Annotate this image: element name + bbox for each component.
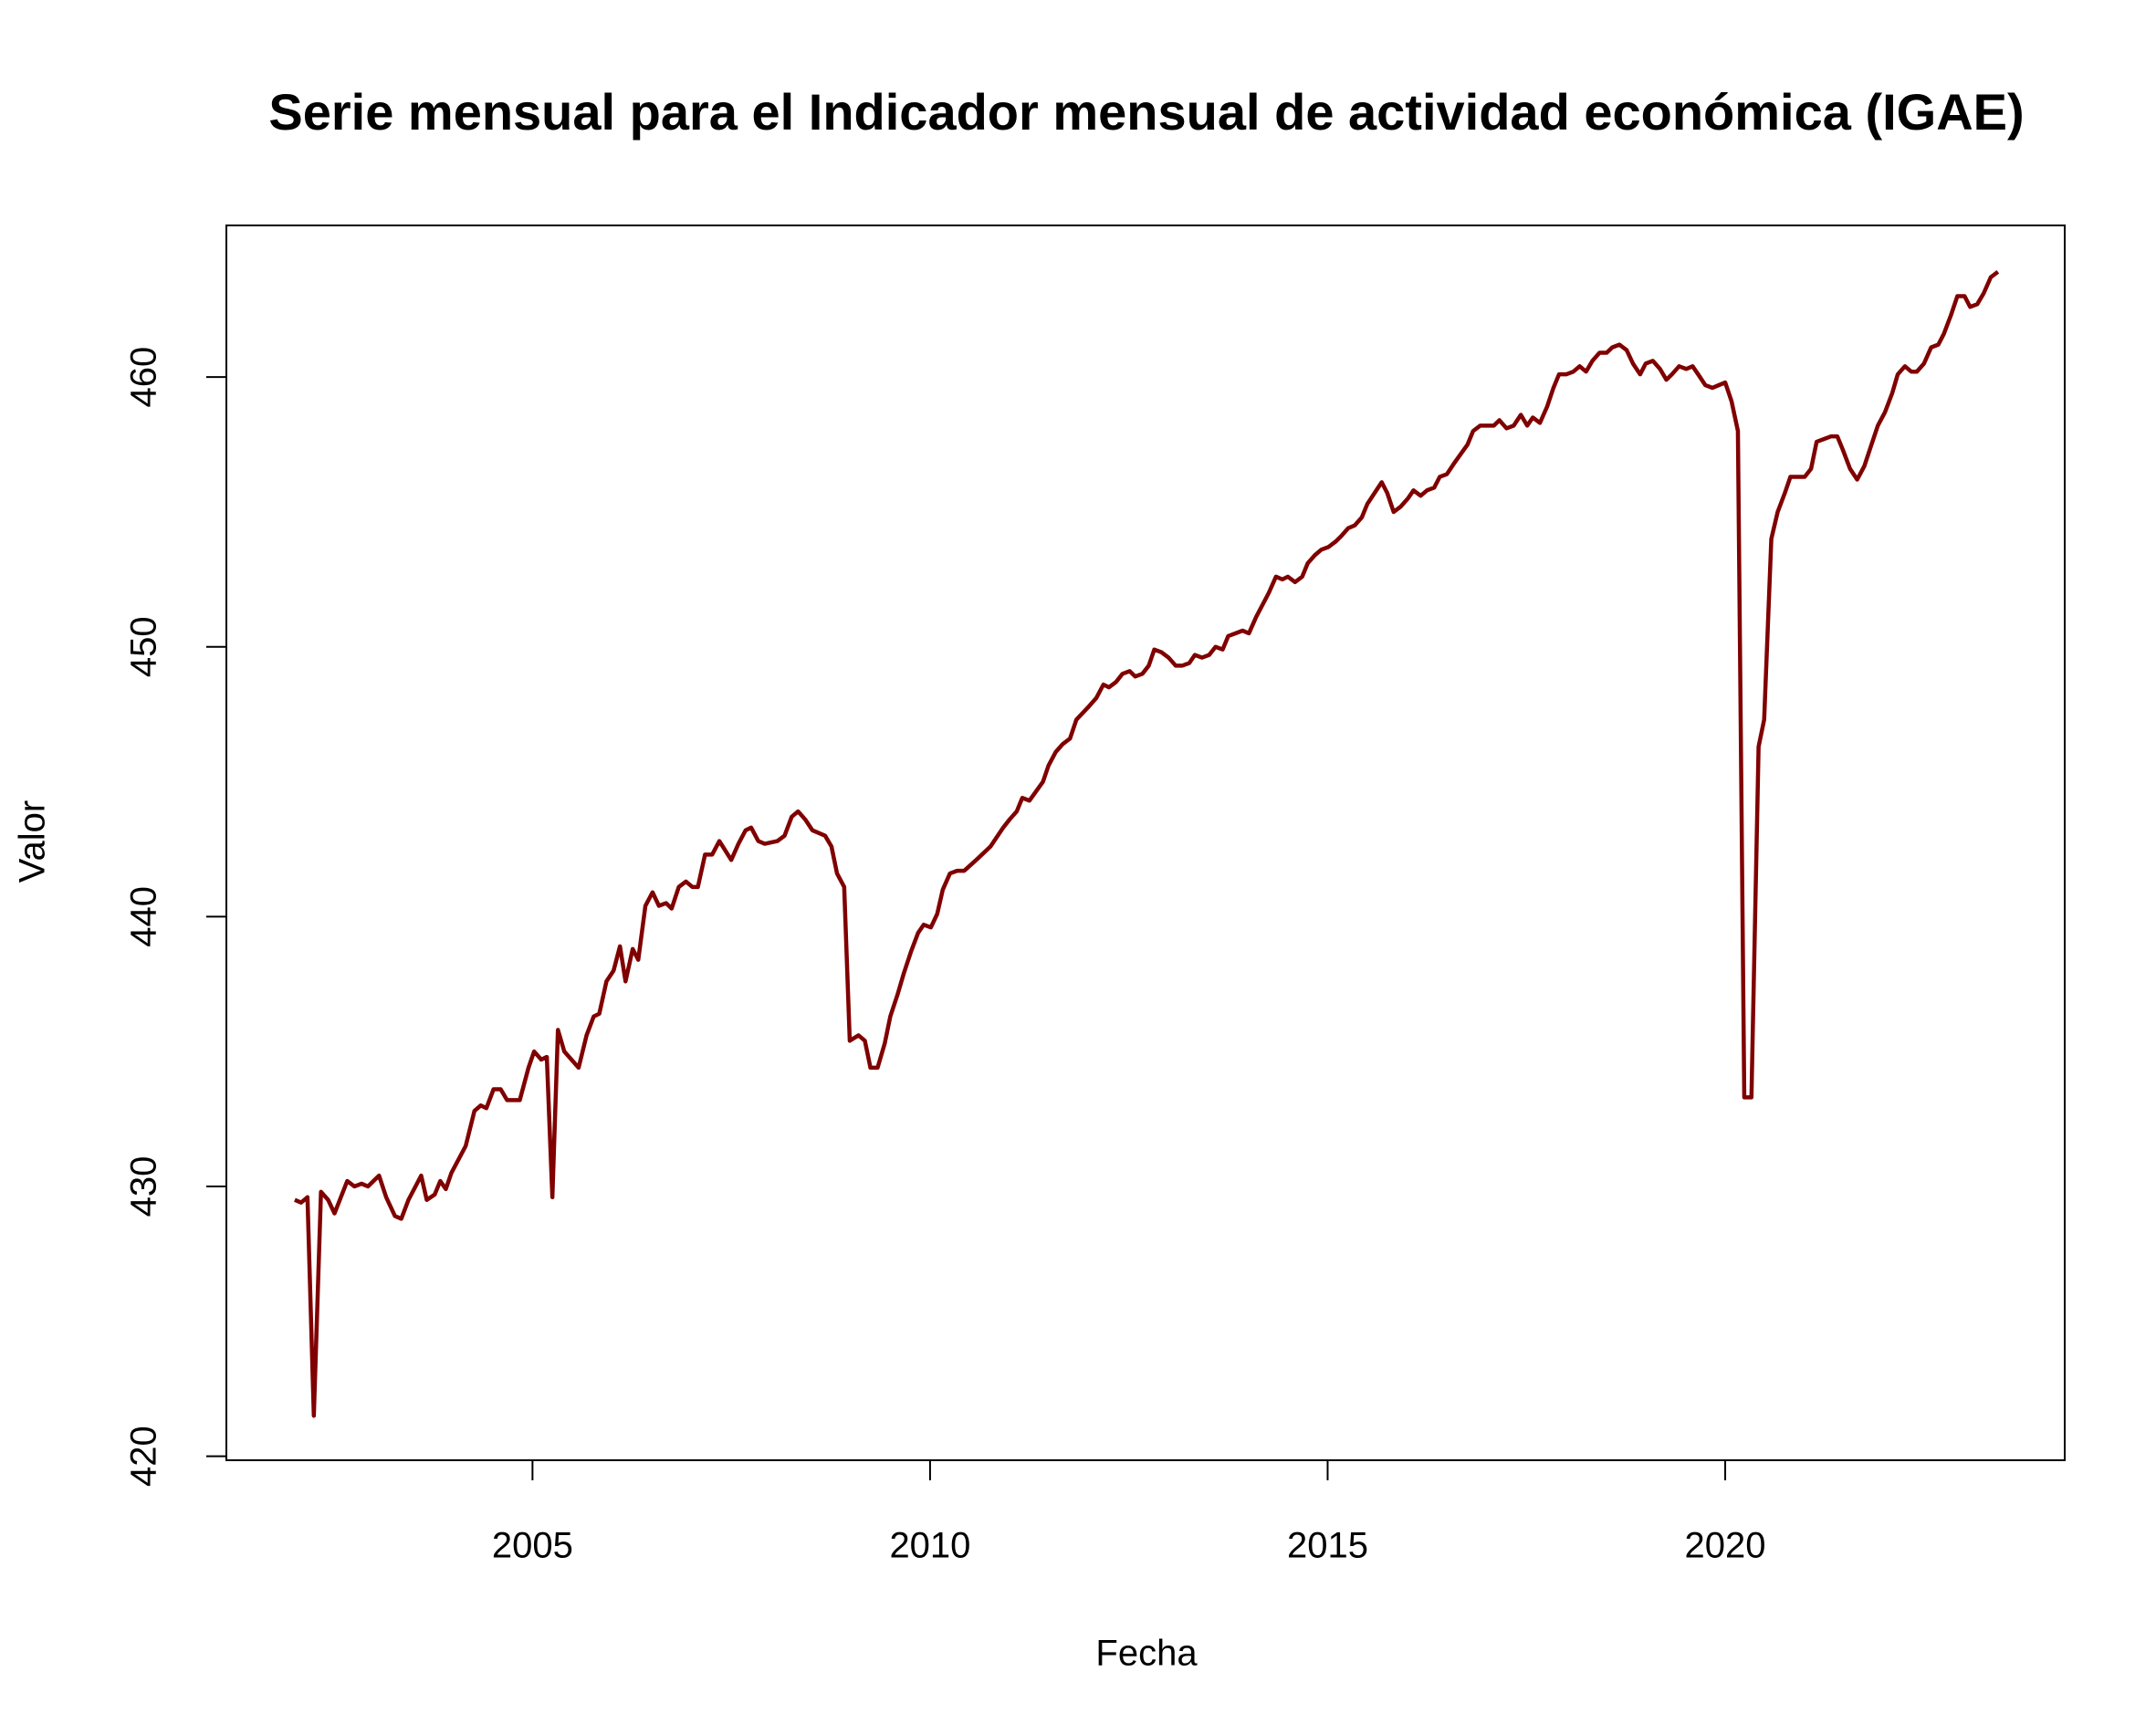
chart-title: Serie mensual para el Indicador mensual …	[268, 83, 2024, 141]
x-axis-title: Fecha	[1095, 1634, 1198, 1674]
x-tick-label: 2015	[1287, 1526, 1368, 1566]
y-tick-label: 440	[124, 886, 164, 947]
plot-frame	[225, 225, 2066, 1461]
x-tick-label: 2010	[889, 1526, 970, 1566]
y-tick-label: 420	[124, 1426, 164, 1487]
y-axis-title: Valor	[13, 800, 53, 883]
data-line	[294, 270, 2000, 1418]
x-tick-label: 2005	[492, 1526, 573, 1566]
x-tick-label: 2020	[1685, 1526, 1766, 1566]
y-tick-label: 430	[124, 1156, 164, 1217]
y-tick-label: 450	[124, 616, 164, 677]
y-tick-label: 460	[124, 347, 164, 408]
